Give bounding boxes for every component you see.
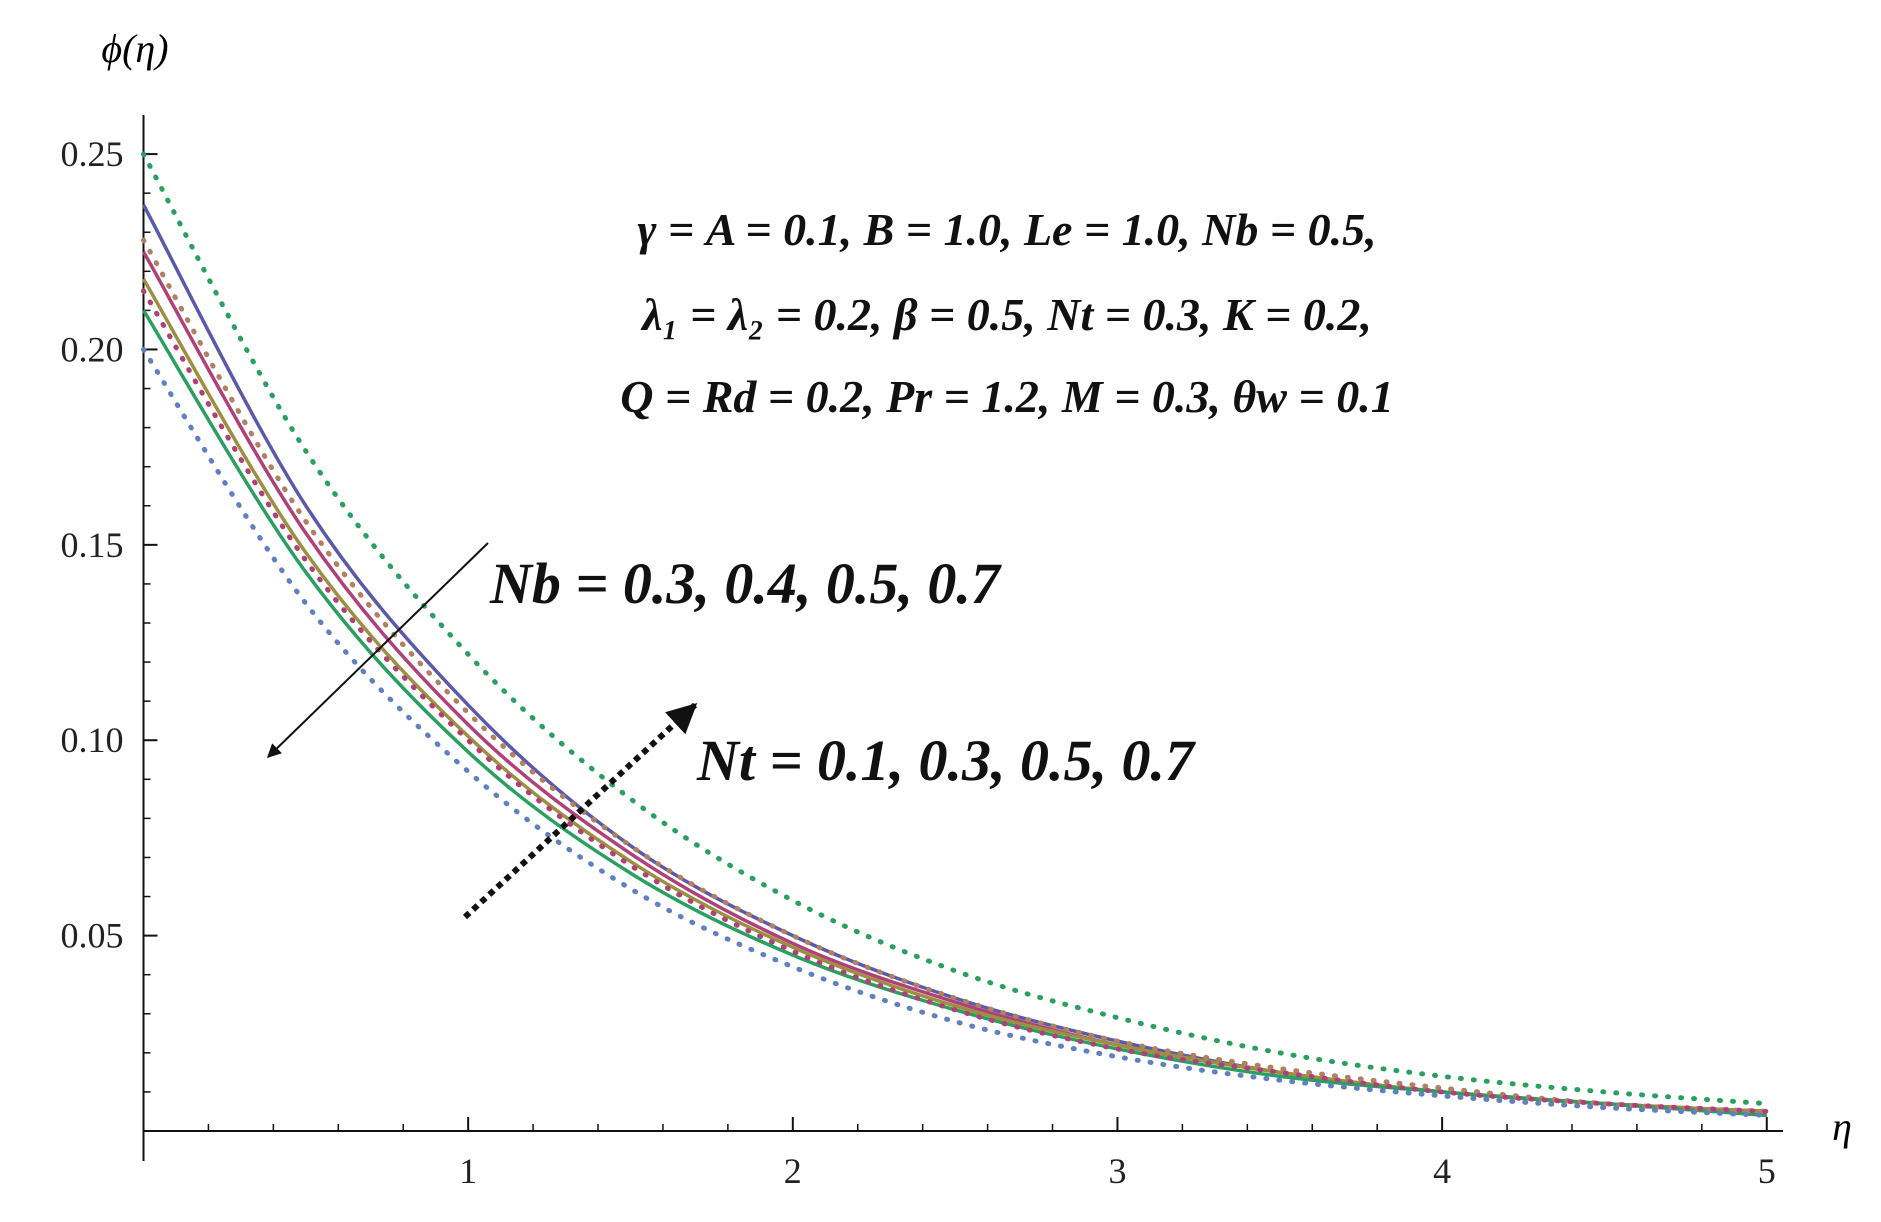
y-tick-label: 0.15 xyxy=(61,525,124,565)
x-tick-label: 2 xyxy=(784,1151,802,1191)
x-tick-label: 3 xyxy=(1108,1151,1126,1191)
y-tick-label: 0.25 xyxy=(61,134,124,174)
x-axis-label: η xyxy=(1832,1104,1852,1149)
y-axis-label: ϕ(η) xyxy=(101,26,168,71)
y-tick-label: 0.10 xyxy=(61,720,124,760)
annotation: γ = A = 0.1, B = 1.0, Le = 1.0, Nb = 0.5… xyxy=(637,204,1376,255)
x-tick-label: 4 xyxy=(1433,1151,1451,1191)
annotation: Q = Rd = 0.2, Pr = 1.2, M = 0.3, θw = 0.… xyxy=(620,371,1393,422)
y-tick-label: 0.20 xyxy=(61,329,124,369)
annotation: λ₁ = λ₂ = 0.2, β = 0.5, Nt = 0.3, K = 0.… xyxy=(640,289,1372,340)
x-tick-label: 5 xyxy=(1758,1151,1776,1191)
annotation: Nt = 0.1, 0.3, 0.5, 0.7 xyxy=(696,728,1196,793)
series-line xyxy=(141,346,1770,1118)
series-line xyxy=(141,151,1770,1107)
annotation: Nb = 0.3, 0.4, 0.5, 0.7 xyxy=(489,551,1002,616)
y-tick-label: 0.05 xyxy=(61,916,124,956)
arrow xyxy=(266,542,489,758)
series-line xyxy=(141,237,1770,1114)
series-line xyxy=(142,309,1767,1118)
plot-area: 1 2 3 4 5 0.05 0.10 0.15 0.20 0.25 xyxy=(61,115,1783,1191)
series-line xyxy=(141,288,1770,1114)
x-tick-label: 1 xyxy=(459,1151,477,1191)
arrow xyxy=(462,702,698,920)
